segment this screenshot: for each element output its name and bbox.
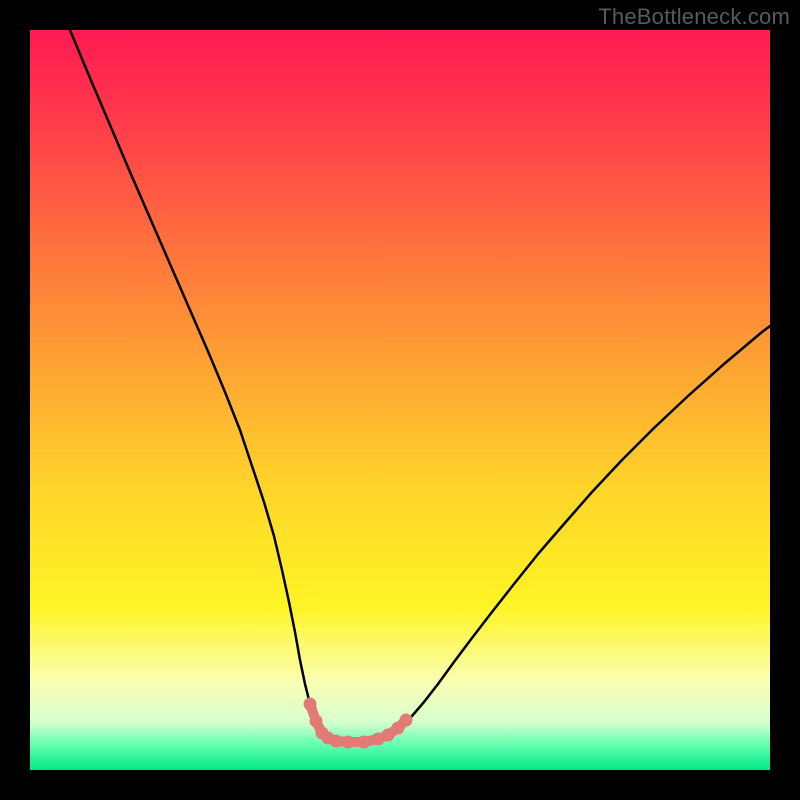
bottleneck-curve-chart: [30, 30, 770, 770]
gradient-background: [30, 30, 770, 770]
plot-area: [30, 30, 770, 770]
chart-frame: TheBottleneck.com: [0, 0, 800, 800]
watermark-text: TheBottleneck.com: [598, 4, 790, 30]
